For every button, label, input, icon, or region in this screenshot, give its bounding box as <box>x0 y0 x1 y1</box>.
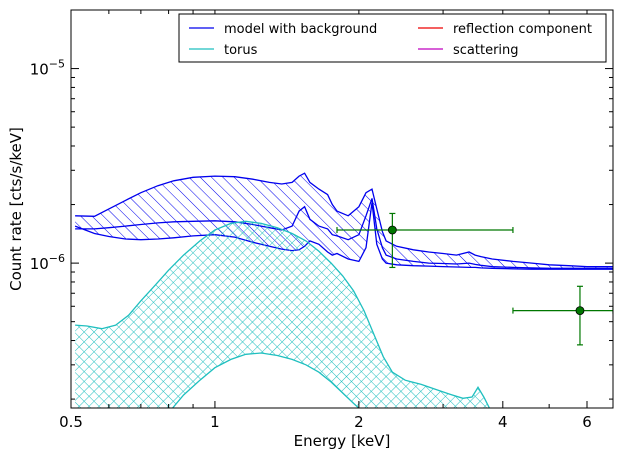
data-point-2 <box>512 285 613 346</box>
model-with-background-lower-line <box>74 202 613 270</box>
model-with-background-median-line <box>75 198 613 269</box>
data-point-marker <box>387 225 397 235</box>
x-tick-label: 0.5 <box>59 413 83 431</box>
x-tick-label: 6 <box>582 413 592 431</box>
y-tick-label: 10−5 <box>30 58 65 79</box>
axes-frame <box>70 9 614 409</box>
tick-labels: 0.5 1 2 4 6 10−6 10−5 <box>30 58 592 431</box>
legend-box <box>178 13 607 63</box>
x-axis-title: Energy [keV] <box>294 432 391 450</box>
x-tick-label: 1 <box>210 413 220 431</box>
plot-area <box>74 172 613 408</box>
y-axis-title: Count rate [cts/s/keV] <box>7 127 25 291</box>
torus-band-fill <box>75 221 490 408</box>
legend-label-scattering: scattering <box>453 43 519 58</box>
torus-lower-line <box>171 352 360 408</box>
legend-label-reflection-component: reflection component <box>453 22 592 37</box>
axes-border <box>70 9 614 409</box>
data-point-marker <box>575 306 585 316</box>
legend-label-torus: torus <box>224 43 258 58</box>
x-tick-label: 2 <box>354 413 364 431</box>
data-point-1 <box>336 212 514 269</box>
x-tick-label: 4 <box>498 413 508 431</box>
legend-label-model-with-background: model with background <box>224 22 377 37</box>
model-with-background-upper-line <box>75 172 613 268</box>
legend: model with background reflection componen… <box>178 13 607 63</box>
y-tick-label: 10−6 <box>30 252 65 273</box>
model-with-background-band-fill <box>75 173 613 270</box>
torus-upper-line <box>75 220 491 408</box>
